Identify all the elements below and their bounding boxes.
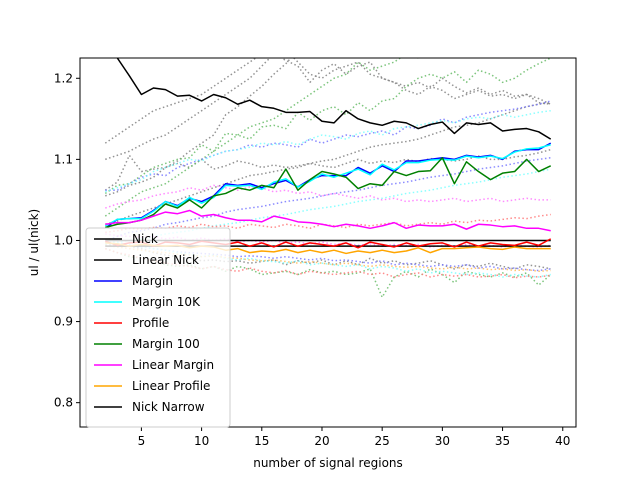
y-tick-label: 1.1 — [54, 152, 73, 166]
reference-dotted-line-26 — [105, 184, 551, 209]
reference-dotted-line-22 — [105, 168, 551, 246]
x-axis-label: number of signal regions — [253, 456, 403, 470]
legend-label-linear-nick: Linear Nick — [132, 253, 199, 267]
x-tick-label: 10 — [194, 434, 209, 448]
reference-dotted-line-21 — [105, 109, 551, 193]
reference-dotted-line-28 — [105, 244, 551, 273]
reference-dotted-line-15 — [104, 58, 552, 195]
y-tick-label: 1.0 — [54, 233, 73, 247]
reference-dotted-line-14 — [105, 101, 551, 225]
series-line-margin-10k — [104, 144, 551, 227]
x-tick-label: 30 — [435, 434, 450, 448]
legend-label-profile: Profile — [132, 316, 169, 330]
legend-label-linear-profile: Linear Profile — [132, 379, 210, 393]
reference-dotted-line-20 — [105, 241, 551, 272]
y-axis-label: ul / ul(nick) — [27, 209, 41, 276]
legend-box — [85, 227, 231, 428]
x-tick-label: 40 — [555, 434, 570, 448]
reference-dotted-line-11 — [105, 58, 552, 161]
x-tick-label: 25 — [375, 434, 390, 448]
reference-dotted-line-19 — [105, 157, 551, 242]
x-tick-label: 35 — [495, 434, 510, 448]
y-tick-label: 0.9 — [54, 315, 73, 329]
legend-label-margin-100: Margin 100 — [132, 337, 200, 351]
legend-label-margin: Margin — [132, 274, 173, 288]
plot-frame — [79, 57, 577, 428]
x-tick-label: 15 — [254, 434, 269, 448]
series-line-nick-narrow — [116, 58, 552, 140]
y-tick-label: 0.8 — [54, 396, 73, 410]
legend-label-nick-narrow: Nick Narrow — [132, 400, 205, 414]
x-tick-label: 20 — [314, 434, 329, 448]
reference-dotted-line-18 — [105, 100, 551, 191]
axis-ticks: 5 10 15 20 25 30 35 40 0.8 0.9 1.0 1.1 1.2 — [54, 71, 570, 448]
legend-label-nick: Nick — [132, 232, 158, 246]
legend-label-margin-10k: Margin 10K — [132, 295, 201, 309]
reference-dotted-line-16 — [104, 58, 420, 217]
x-tick-label: 5 — [138, 434, 146, 448]
legend: Nick Linear Nick Margin Margin 10K Profile Ma… — [85, 227, 231, 428]
y-tick-label: 1.2 — [54, 71, 73, 85]
series-line-margin-100 — [105, 157, 552, 229]
legend-label-linear-margin: Linear Margin — [132, 358, 214, 372]
series-line-linear-margin — [105, 209, 551, 232]
